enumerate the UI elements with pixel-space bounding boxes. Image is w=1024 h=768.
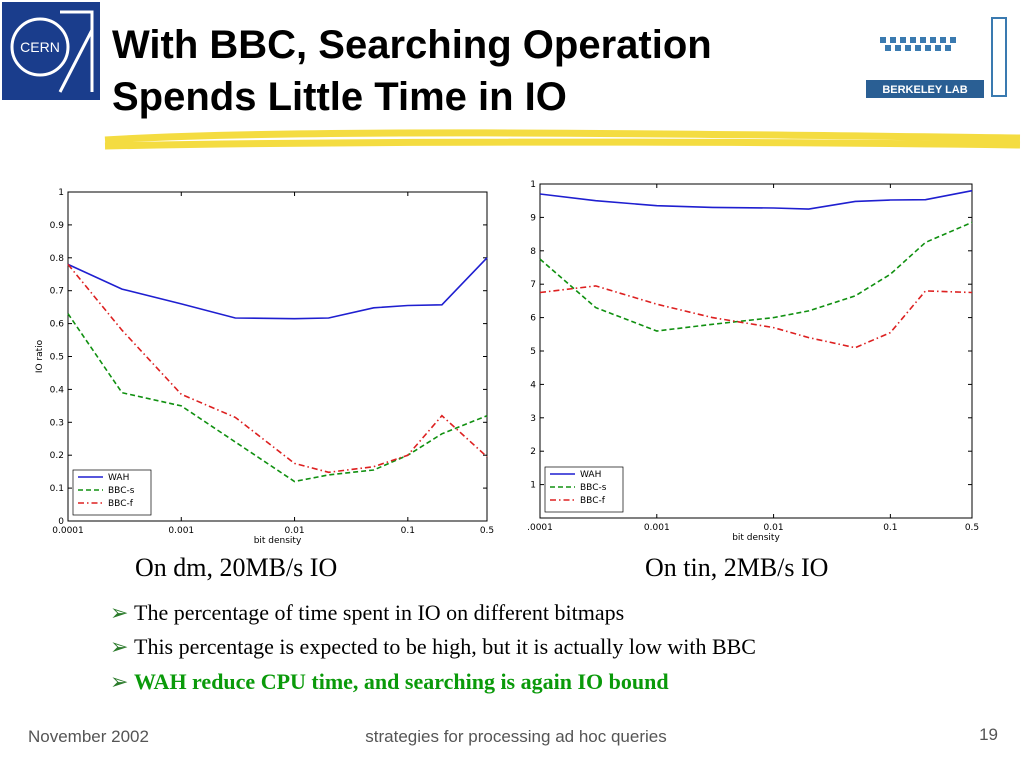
y-tick-label: 0.1 xyxy=(50,484,64,494)
bullet: WAH reduce CPU time, and searching is ag… xyxy=(134,669,669,694)
x-tick-label: .0001 xyxy=(527,523,553,533)
footer-date: November 2002 xyxy=(28,727,149,746)
legend-label: BBC-f xyxy=(108,499,134,509)
x-tick-label: 0.01 xyxy=(285,526,305,536)
y-tick-label: 0.9 xyxy=(50,221,65,231)
y-tick-label: 1 xyxy=(530,481,536,491)
y-tick-label: 0.2 xyxy=(50,451,64,461)
legend-label: BBC-s xyxy=(108,486,135,496)
logo-lines xyxy=(58,10,94,93)
y-tick-label: 0.4 xyxy=(50,385,65,395)
caption: On tin, 2MB/s IO xyxy=(645,553,828,582)
line xyxy=(67,257,488,320)
logo-box xyxy=(2,2,100,100)
logo-plate xyxy=(866,80,984,98)
footer-topic: strategies for processing ad hoc queries xyxy=(365,727,666,746)
title-underline xyxy=(104,129,1021,150)
y-tick-label: 5 xyxy=(530,347,536,357)
bullet: This percentage is expected to be high, … xyxy=(134,634,756,659)
x-tick-label: 0.01 xyxy=(764,523,784,533)
logo-text: BERKELEY LAB xyxy=(882,84,967,96)
line xyxy=(539,285,973,349)
bullet-arrow: ➢ xyxy=(110,600,128,625)
y-tick-label: 0.8 xyxy=(50,254,65,264)
bullet-arrow: ➢ xyxy=(110,669,128,694)
caption: On dm, 20MB/s IO xyxy=(135,553,337,582)
x-tick-label: 0.5 xyxy=(480,526,494,536)
legend-label: BBC-s xyxy=(580,483,607,493)
bullets: ➢ The percentage of time spent in IO on … xyxy=(110,600,756,694)
x-tick-label: 0.5 xyxy=(965,523,979,533)
logo-text: CERN xyxy=(20,39,60,55)
x-tick-label: 0.001 xyxy=(168,526,194,536)
y-tick-label: 3 xyxy=(530,414,536,424)
legend-label: WAH xyxy=(580,470,601,480)
x-tick-label: 0.1 xyxy=(883,523,897,533)
cern-logo: CERN xyxy=(2,2,100,100)
plot-area xyxy=(67,191,488,522)
y-tick-label: 8 xyxy=(530,247,536,257)
y-tick-label: 2 xyxy=(530,447,536,457)
legend-label: BBC-f xyxy=(580,496,606,506)
bullet-arrow: ➢ xyxy=(110,634,128,659)
x-tick-label: 0.0001 xyxy=(52,526,84,536)
y-tick-label: 0.7 xyxy=(50,287,64,297)
logo-arches xyxy=(880,37,960,51)
logo-tower xyxy=(991,17,1007,97)
y-tick-label: 0.6 xyxy=(50,320,65,330)
y-tick-label: 0.5 xyxy=(50,353,64,363)
plot-area xyxy=(539,183,973,519)
title: Spends Little Time in IO xyxy=(112,75,567,119)
title: With BBC, Searching Operation xyxy=(112,23,712,67)
y-tick-label: 0.3 xyxy=(50,418,64,428)
line xyxy=(539,189,973,210)
y-tick-label: 4 xyxy=(530,380,536,390)
footer-page: 19 xyxy=(979,725,998,744)
y-tick-label: 9 xyxy=(530,213,536,223)
berkeley-logo: BERKELEY LAB xyxy=(866,17,1007,98)
y-tick-label: 6 xyxy=(530,314,536,324)
legend-label: WAH xyxy=(108,473,129,483)
line xyxy=(67,263,488,474)
x-axis-label: bit density xyxy=(254,536,302,546)
y-tick-label: 1 xyxy=(530,180,536,190)
y-tick-label: 7 xyxy=(530,280,536,290)
y-tick-label: 1 xyxy=(58,188,64,198)
y-tick-label: 0 xyxy=(58,517,64,527)
y-axis-label: IO ratio xyxy=(35,339,45,373)
bullet: The percentage of time spent in IO on di… xyxy=(134,600,624,625)
x-tick-label: 0.1 xyxy=(401,526,415,536)
x-axis-label: bit density xyxy=(732,533,780,543)
line xyxy=(539,221,973,332)
logo-ring xyxy=(10,17,70,77)
x-tick-label: 0.001 xyxy=(644,523,670,533)
